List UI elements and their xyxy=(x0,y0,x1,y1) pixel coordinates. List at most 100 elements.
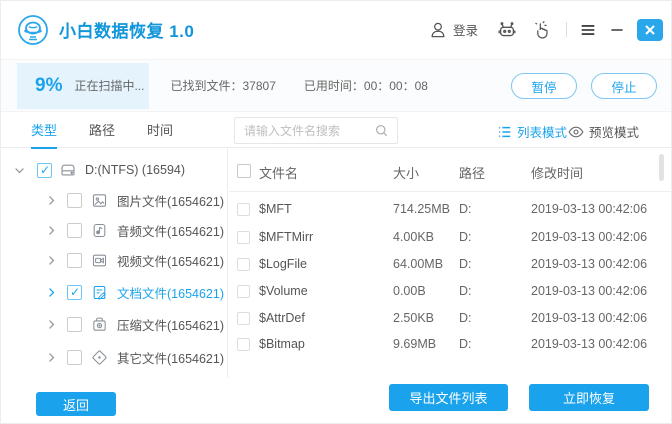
file-size: 4.00KB xyxy=(393,230,435,244)
hard-drive-icon xyxy=(59,161,77,179)
chevron-right-icon[interactable] xyxy=(45,194,58,207)
files-found: 已找到文件：37807 xyxy=(170,79,276,93)
titlebar-divider xyxy=(566,22,567,37)
tap-hand-icon[interactable] xyxy=(532,20,552,40)
tree-item-documents[interactable]: 文档文件(1654621) xyxy=(1,277,227,307)
file-modified: 2019-03-13 00:42:06 xyxy=(531,230,648,244)
search-box xyxy=(234,117,398,144)
back-button[interactable]: 返回 xyxy=(36,392,116,416)
other-checkbox[interactable] xyxy=(67,349,82,365)
pane-divider xyxy=(227,148,228,378)
stop-button[interactable]: 停止 xyxy=(591,73,657,99)
tree-item-label: D:(NTFS) (16594) xyxy=(85,163,186,177)
file-path: D: xyxy=(459,337,472,351)
tree-item-other[interactable]: 其它文件(1654621) xyxy=(1,342,227,372)
list-icon xyxy=(499,126,511,137)
video-file-icon xyxy=(91,252,108,269)
audio-file-icon xyxy=(91,222,108,239)
tree-item-drive[interactable]: D:(NTFS) (16594) xyxy=(1,155,227,185)
select-all-checkbox[interactable] xyxy=(237,164,251,178)
search-input[interactable] xyxy=(244,123,374,138)
progress-fill xyxy=(17,63,149,109)
archives-checkbox[interactable] xyxy=(67,316,82,332)
menu-icon[interactable] xyxy=(579,21,597,39)
table-row[interactable]: $Volume 0.00B D: 2019-03-13 00:42:06 xyxy=(229,278,665,305)
pause-button[interactable]: 暂停 xyxy=(511,73,577,99)
tree-item-label: 文档文件(1654621) xyxy=(117,286,224,301)
file-path: D: xyxy=(459,284,472,298)
tree-item-archives[interactable]: 压缩文件(1654621) xyxy=(1,309,227,339)
robot-service-icon[interactable] xyxy=(496,19,518,41)
file-size: 714.25MB xyxy=(393,202,450,216)
user-icon[interactable] xyxy=(428,20,448,40)
search-icon[interactable] xyxy=(374,123,389,138)
file-path: D: xyxy=(459,202,472,216)
audio-checkbox[interactable] xyxy=(67,222,82,238)
list-mode-toggle[interactable]: 列表模式 xyxy=(498,122,567,141)
column-header-path[interactable]: 路径 xyxy=(459,166,486,181)
chevron-right-icon[interactable] xyxy=(45,286,58,299)
tree-item-images[interactable]: 图片文件(1654621) xyxy=(1,185,227,215)
documents-checkbox[interactable] xyxy=(67,284,82,300)
row-checkbox[interactable] xyxy=(237,258,250,271)
tab-type[interactable]: 类型 xyxy=(31,120,58,149)
column-header-size[interactable]: 大小 xyxy=(393,166,420,181)
row-checkbox[interactable] xyxy=(237,312,250,325)
table-row[interactable]: $AttrDef 2.50KB D: 2019-03-13 00:42:06 xyxy=(229,305,665,332)
scrollbar-thumb[interactable] xyxy=(659,154,664,181)
column-header-name[interactable]: 文件名 xyxy=(259,166,299,181)
recover-now-button[interactable]: 立即恢复 xyxy=(529,384,649,411)
table-header-divider xyxy=(229,191,671,192)
progress-percent: 9% xyxy=(35,74,63,96)
other-file-icon xyxy=(91,349,108,366)
app-title: 小白数据恢复 1.0 xyxy=(59,22,195,41)
tab-time[interactable]: 时间 xyxy=(147,123,174,138)
login-link[interactable]: 登录 xyxy=(452,24,478,38)
export-list-button[interactable]: 导出文件列表 xyxy=(389,384,508,411)
file-size: 0.00B xyxy=(393,284,426,298)
close-icon[interactable] xyxy=(637,18,663,41)
chevron-right-icon[interactable] xyxy=(45,318,58,331)
file-path: D: xyxy=(459,230,472,244)
tree-item-audio[interactable]: 音频文件(1654621) xyxy=(1,215,227,245)
tree-item-video[interactable]: 视频文件(1654621) xyxy=(1,245,227,275)
video-checkbox[interactable] xyxy=(67,252,82,268)
file-name: $Bitmap xyxy=(259,337,305,351)
images-checkbox[interactable] xyxy=(67,192,82,208)
file-size: 9.69MB xyxy=(393,337,437,351)
row-checkbox[interactable] xyxy=(237,338,250,351)
row-checkbox[interactable] xyxy=(237,231,250,244)
scan-progress-bar: 9% 正在扫描中... 已找到文件：37807 已用时间：00：00：08 暂停… xyxy=(1,59,671,112)
file-name: $MFT xyxy=(259,202,292,216)
chevron-right-icon[interactable] xyxy=(45,254,58,267)
tree-item-label: 音频文件(1654621) xyxy=(117,224,224,239)
column-header-modified[interactable]: 修改时间 xyxy=(531,166,584,181)
preview-mode-toggle[interactable]: 预览模式 xyxy=(568,122,639,141)
table-row[interactable]: $Bitmap 9.69MB D: 2019-03-13 00:42:06 xyxy=(229,331,665,358)
file-name: $LogFile xyxy=(259,257,307,271)
file-name: $Volume xyxy=(259,284,308,298)
chevron-right-icon[interactable] xyxy=(45,224,58,237)
chevron-down-icon[interactable] xyxy=(13,164,26,177)
elapsed-time: 已用时间：00：00：08 xyxy=(303,79,428,93)
row-checkbox[interactable] xyxy=(237,285,250,298)
tree-item-label: 压缩文件(1654621) xyxy=(117,318,224,333)
elapsed-time-value: 00：00：08 xyxy=(363,79,428,93)
minimize-icon[interactable] xyxy=(609,22,625,38)
file-size: 64.00MB xyxy=(393,257,444,271)
app-logo-icon xyxy=(18,14,48,45)
table-header: 文件名 大小 路径 修改时间 xyxy=(229,156,665,186)
drive-checkbox[interactable] xyxy=(37,162,52,178)
file-path: D: xyxy=(459,311,472,325)
tree-item-label: 图片文件(1654621) xyxy=(117,194,224,209)
table-row[interactable]: $MFT 714.25MB D: 2019-03-13 00:42:06 xyxy=(229,196,665,223)
row-checkbox[interactable] xyxy=(237,203,250,216)
tab-path[interactable]: 路径 xyxy=(89,123,116,138)
tree-item-label: 视频文件(1654621) xyxy=(117,254,224,269)
document-file-icon xyxy=(91,284,108,301)
chevron-right-icon[interactable] xyxy=(45,351,58,364)
table-row[interactable]: $MFTMirr 4.00KB D: 2019-03-13 00:42:06 xyxy=(229,224,665,251)
table-row[interactable]: $LogFile 64.00MB D: 2019-03-13 00:42:06 xyxy=(229,251,665,278)
image-file-icon xyxy=(91,192,108,209)
